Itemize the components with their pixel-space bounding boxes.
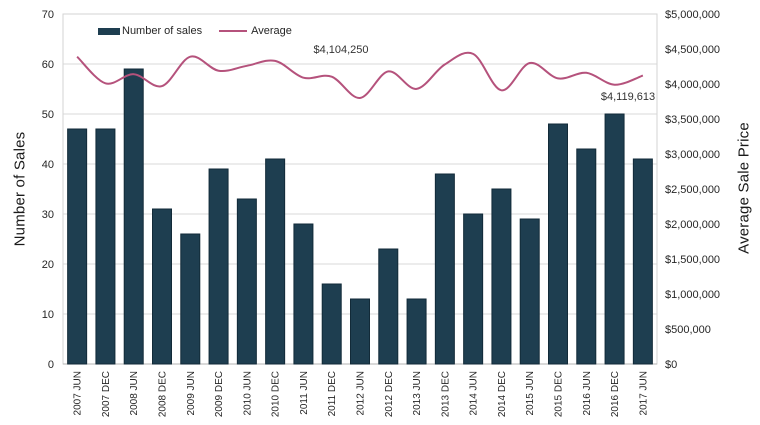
x-tick-label: 2012 JUN bbox=[356, 371, 367, 415]
bar bbox=[123, 68, 144, 365]
legend: Number of sales Average bbox=[98, 25, 292, 37]
left-tick-label: 60 bbox=[42, 59, 54, 71]
right-tick-label: $2,000,000 bbox=[665, 219, 720, 231]
x-tick-label: 2010 DEC bbox=[271, 371, 282, 417]
bar bbox=[491, 188, 512, 365]
left-tick-label: 10 bbox=[42, 309, 54, 321]
data-label: $4,104,250 bbox=[313, 44, 368, 56]
bar bbox=[434, 173, 455, 365]
right-tick-label: $1,000,000 bbox=[665, 289, 720, 301]
line-swatch-icon bbox=[219, 30, 248, 32]
x-tick-label: 2015 JUN bbox=[525, 371, 536, 415]
x-tick-label: 2016 JUN bbox=[582, 371, 593, 415]
x-tick-label: 2015 DEC bbox=[554, 371, 565, 417]
x-tick-label: 2010 JUN bbox=[242, 371, 253, 415]
bar bbox=[67, 128, 88, 365]
x-tick-label: 2009 JUN bbox=[186, 371, 197, 415]
left-tick-label: 50 bbox=[42, 109, 54, 121]
x-tick-label: 2008 JUN bbox=[129, 371, 140, 415]
bar bbox=[180, 233, 201, 365]
left-tick-label: 40 bbox=[42, 159, 54, 171]
x-tick-label: 2017 JUN bbox=[638, 371, 649, 415]
legend-item-average: Average bbox=[219, 25, 292, 37]
bar bbox=[236, 198, 257, 365]
legend-line-label: Average bbox=[251, 25, 292, 37]
x-tick-label: 2012 DEC bbox=[384, 371, 395, 417]
bar bbox=[576, 148, 597, 365]
bar bbox=[632, 158, 653, 365]
left-tick-label: 70 bbox=[42, 9, 54, 21]
bar bbox=[95, 128, 116, 365]
right-tick-label: $4,500,000 bbox=[665, 44, 720, 56]
legend-bar-label: Number of sales bbox=[122, 25, 203, 37]
left-tick-label: 20 bbox=[42, 259, 54, 271]
right-tick-label: $4,000,000 bbox=[665, 79, 720, 91]
right-tick-label: $5,000,000 bbox=[665, 9, 720, 21]
bar bbox=[519, 218, 540, 365]
bar bbox=[604, 113, 625, 365]
right-tick-label: $2,500,000 bbox=[665, 184, 720, 196]
x-tick-label: 2014 JUN bbox=[469, 371, 480, 415]
bar bbox=[406, 298, 427, 365]
bar bbox=[378, 248, 399, 365]
bar bbox=[265, 158, 286, 365]
right-tick-label: $500,000 bbox=[665, 324, 711, 336]
right-tick-label: $3,000,000 bbox=[665, 149, 720, 161]
right-tick-label: $1,500,000 bbox=[665, 254, 720, 266]
right-tick-label: $0 bbox=[665, 359, 677, 371]
x-tick-label: 2007 JUN bbox=[73, 371, 84, 415]
data-label: $4,119,613 bbox=[601, 91, 655, 103]
bar bbox=[321, 283, 342, 365]
bar bbox=[548, 123, 568, 365]
x-tick-label: 2011 DEC bbox=[327, 371, 338, 416]
x-tick-label: 2009 DEC bbox=[214, 371, 225, 417]
x-tick-label: 2013 DEC bbox=[440, 371, 451, 417]
x-tick-label: 2014 DEC bbox=[497, 371, 508, 417]
bar bbox=[208, 168, 229, 365]
bar bbox=[293, 223, 314, 365]
bar-swatch-icon bbox=[98, 27, 120, 35]
x-tick-label: 2011 JUN bbox=[299, 371, 310, 415]
bar bbox=[152, 208, 172, 365]
bar bbox=[350, 298, 370, 365]
bar bbox=[463, 213, 484, 365]
x-tick-label: 2007 DEC bbox=[101, 371, 112, 417]
average-line bbox=[76, 51, 644, 99]
left-tick-label: 0 bbox=[48, 359, 54, 371]
x-tick-label: 2016 DEC bbox=[610, 371, 621, 417]
right-tick-label: $3,500,000 bbox=[665, 114, 720, 126]
legend-item-number-of-sales: Number of sales bbox=[98, 25, 202, 37]
x-tick-label: 2008 DEC bbox=[158, 371, 169, 417]
x-tick-label: 2013 JUN bbox=[412, 371, 423, 415]
left-tick-label: 30 bbox=[42, 209, 54, 221]
